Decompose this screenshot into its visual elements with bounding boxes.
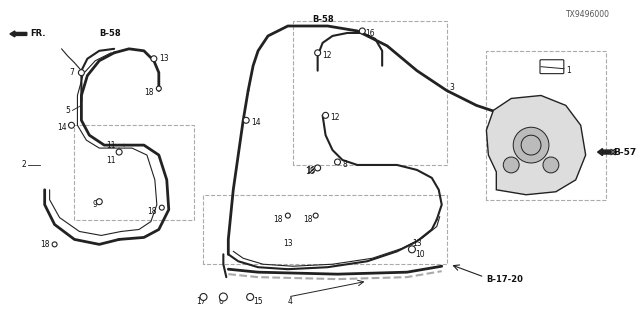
Text: 17: 17	[196, 298, 206, 307]
Text: 12: 12	[323, 51, 332, 60]
Text: 13: 13	[159, 54, 168, 63]
Circle shape	[68, 122, 74, 128]
Text: 11: 11	[106, 140, 116, 150]
Circle shape	[79, 70, 84, 76]
Text: 18: 18	[305, 167, 314, 176]
Text: 13: 13	[283, 239, 292, 248]
Text: 10: 10	[415, 250, 424, 259]
Circle shape	[408, 246, 415, 253]
Circle shape	[151, 56, 157, 62]
Text: 11: 11	[106, 156, 116, 164]
Circle shape	[359, 28, 365, 34]
Text: TX9496000: TX9496000	[566, 10, 610, 19]
Text: 8: 8	[342, 160, 348, 170]
Text: 18: 18	[306, 166, 316, 175]
Circle shape	[503, 157, 519, 173]
Text: 13: 13	[412, 239, 422, 248]
Circle shape	[156, 86, 161, 91]
Text: 9: 9	[92, 200, 97, 209]
Text: B-17-20: B-17-20	[486, 275, 524, 284]
Text: 15: 15	[253, 298, 263, 307]
Text: 16: 16	[365, 29, 375, 38]
FancyArrow shape	[598, 148, 611, 156]
FancyBboxPatch shape	[540, 60, 564, 74]
Text: 3: 3	[450, 83, 454, 92]
Circle shape	[335, 159, 340, 165]
Text: 4: 4	[288, 298, 292, 307]
Text: 18: 18	[303, 215, 312, 224]
Circle shape	[285, 213, 291, 218]
FancyArrow shape	[10, 31, 27, 37]
Circle shape	[513, 127, 549, 163]
Circle shape	[220, 293, 227, 301]
Circle shape	[159, 205, 164, 210]
Text: 18: 18	[40, 240, 49, 249]
Circle shape	[96, 199, 102, 205]
Text: 18: 18	[273, 215, 282, 224]
Text: B-58: B-58	[313, 14, 334, 24]
Circle shape	[315, 165, 321, 171]
Text: 12: 12	[330, 113, 340, 122]
Circle shape	[246, 293, 253, 300]
Circle shape	[543, 157, 559, 173]
Text: B-57: B-57	[614, 148, 637, 156]
Text: 2: 2	[22, 160, 27, 170]
Circle shape	[315, 165, 320, 171]
Circle shape	[313, 213, 318, 218]
Text: 1: 1	[566, 66, 570, 75]
Circle shape	[52, 242, 57, 247]
Circle shape	[243, 117, 249, 123]
Text: 5: 5	[65, 106, 70, 115]
Text: 6: 6	[218, 298, 223, 307]
Text: 18: 18	[147, 207, 156, 216]
Text: 7: 7	[70, 68, 74, 77]
Circle shape	[323, 112, 328, 118]
Text: 14: 14	[58, 123, 67, 132]
Circle shape	[315, 50, 321, 56]
Text: FR.: FR.	[30, 29, 45, 38]
Circle shape	[521, 135, 541, 155]
Circle shape	[116, 149, 122, 155]
Text: B-58: B-58	[99, 29, 121, 38]
Text: 18: 18	[144, 88, 154, 97]
Text: 14: 14	[251, 118, 260, 127]
Polygon shape	[486, 95, 586, 195]
Circle shape	[200, 293, 207, 300]
